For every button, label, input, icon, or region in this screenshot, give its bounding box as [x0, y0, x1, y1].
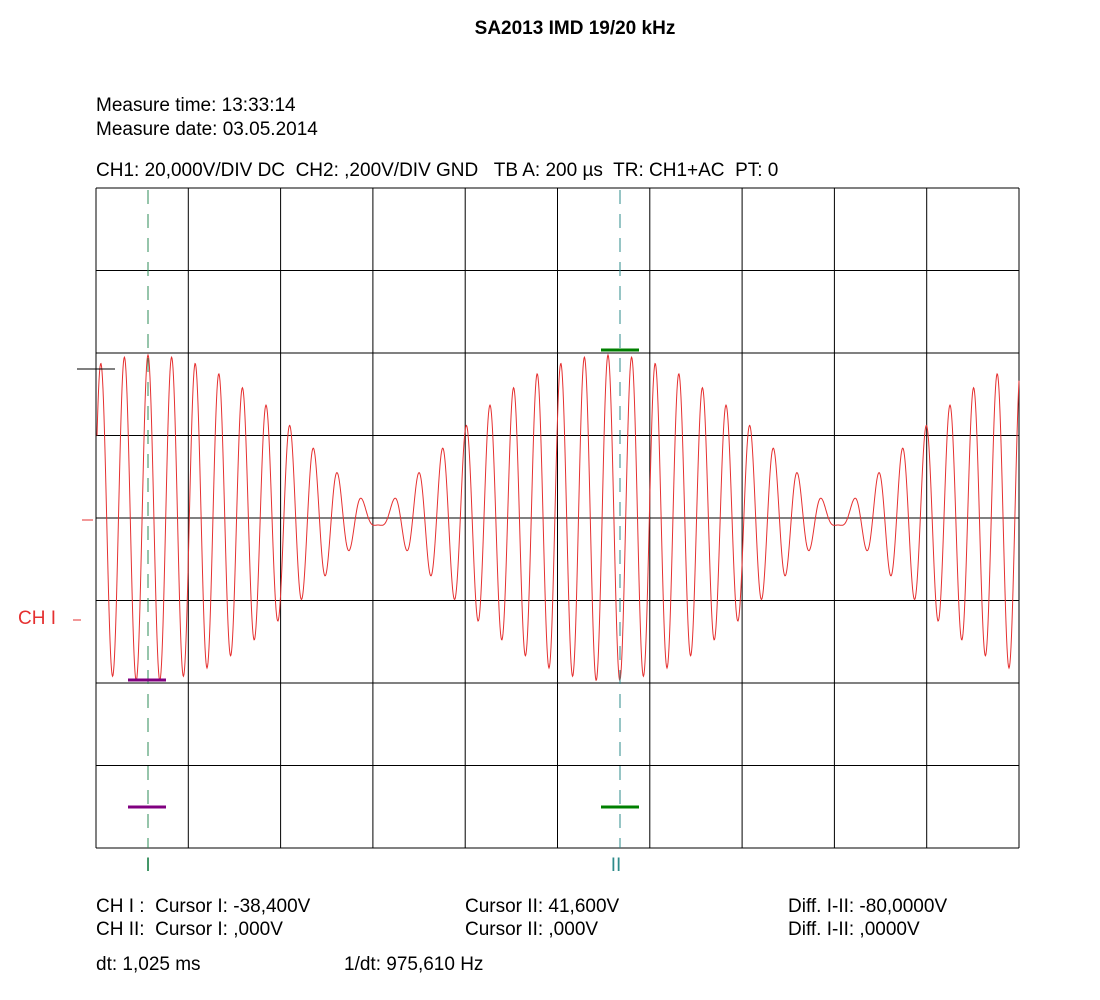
readout: Cursor II: ,000V [465, 919, 598, 940]
readout: CH I : Cursor I: -38,400V [96, 896, 311, 917]
channel-label: CH I [18, 608, 56, 629]
waveform [96, 353, 1020, 681]
cursor-label: II [611, 855, 622, 876]
readout: Diff. I-II: -80,0000V [788, 896, 947, 917]
timing: 1/dt: 975,610 Hz [344, 954, 483, 975]
readout: CH II: Cursor I: ,000V [96, 919, 283, 940]
readout: Diff. I-II: ,0000V [788, 919, 920, 940]
measure-time: Measure time: 13:33:14 [96, 95, 296, 116]
settings: CH1: 20,000V/DIV DC CH2: ,200V/DIV GND T… [96, 160, 778, 181]
measure-date: Measure date: 03.05.2014 [96, 119, 318, 140]
title: SA2013 IMD 19/20 kHz [475, 18, 676, 39]
timing: dt: 1,025 ms [96, 954, 201, 975]
readout: Cursor II: 41,600V [465, 896, 620, 917]
grid [95, 187, 1020, 849]
cursor-label: I [145, 855, 150, 876]
